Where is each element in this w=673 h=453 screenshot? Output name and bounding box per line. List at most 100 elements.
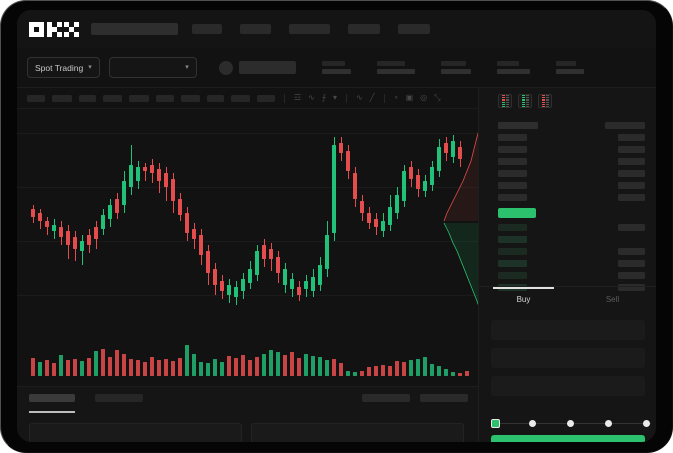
orders-tab-2[interactable] [95, 394, 143, 402]
toolbar-button-6[interactable] [156, 94, 174, 102]
orderbook-bid-row-price[interactable] [498, 248, 527, 255]
volume-bar [143, 362, 147, 376]
market-stat-3 [440, 61, 471, 74]
candle [136, 109, 140, 324]
toolbar-button-10[interactable] [257, 94, 275, 102]
stepper-node-3[interactable] [567, 419, 574, 427]
nav-link-3[interactable] [289, 24, 330, 34]
magnet-icon[interactable]: ∘ [393, 93, 399, 102]
candle [227, 109, 231, 324]
okx-logo[interactable] [29, 21, 79, 37]
toolbar-button-4[interactable] [103, 94, 122, 102]
candle [444, 109, 448, 324]
orderbook-ask-row-price[interactable] [498, 146, 527, 153]
candle [290, 109, 294, 324]
orderbook-mode-both[interactable] [498, 94, 512, 108]
orderbook-bid-row-price[interactable] [498, 272, 527, 279]
chevron-down-icon[interactable]: ▾ [333, 93, 338, 102]
orders-content-panel-2 [251, 423, 464, 442]
mode-swatch-left [501, 94, 505, 108]
amount-field[interactable] [491, 376, 645, 396]
toolbar-button-1[interactable] [27, 94, 45, 102]
candlestick-chart[interactable] [17, 109, 478, 324]
volume-bar [66, 360, 70, 376]
trading-pair-dropdown[interactable]: ▾ [108, 57, 197, 78]
nav-link-5[interactable] [398, 24, 430, 34]
volume-bar [38, 362, 42, 376]
orderbook-bid-row-price[interactable] [498, 224, 527, 231]
okx-logo-k [46, 21, 62, 37]
orderbook-sidebar: Buy Sell [478, 88, 656, 442]
amount-percent-stepper[interactable] [491, 418, 651, 428]
orderbook-list[interactable] [479, 114, 656, 304]
volume-bar [339, 363, 343, 376]
market-subheader: Spot Trading ▾ ▾ [17, 48, 656, 88]
indicator-icon[interactable]: ⨍ [321, 93, 327, 102]
search-input[interactable] [91, 23, 178, 35]
orderbook-ask-row-amount [618, 158, 645, 165]
candle [304, 109, 308, 324]
orderbook-ask-row-amount [618, 182, 645, 189]
orderbook-ask-row-price[interactable] [498, 182, 527, 189]
volume-bar [283, 355, 287, 376]
tab-buy[interactable]: Buy [479, 287, 568, 312]
line-chart-icon[interactable]: ∿ [308, 93, 315, 102]
nav-link-4[interactable] [348, 24, 380, 34]
volume-bar [220, 362, 224, 376]
orderbook-bid-row-price[interactable] [498, 260, 527, 267]
orderbook-bid-row-price[interactable] [498, 236, 527, 243]
candle [437, 109, 441, 324]
orders-tab-1[interactable] [29, 394, 75, 402]
candle [409, 109, 413, 324]
candle [248, 109, 252, 324]
order-type-field[interactable] [491, 320, 645, 340]
camera-icon[interactable]: ▣ [405, 93, 414, 102]
place-order-button[interactable] [491, 435, 645, 442]
nav-link-1[interactable] [192, 24, 222, 34]
orderbook-ask-row-price[interactable] [498, 134, 527, 141]
wave-icon[interactable]: ∿ [356, 93, 363, 102]
fullscreen-icon[interactable]: ⤡ [434, 93, 441, 102]
candle [185, 109, 189, 324]
candle [80, 109, 84, 324]
orderbook-ask-row-price[interactable] [498, 158, 527, 165]
stat-value [321, 69, 351, 74]
candle [318, 109, 322, 324]
settings-icon[interactable]: ◎ [420, 93, 428, 102]
price-field[interactable] [491, 348, 645, 368]
orderbook-mode-asks[interactable] [538, 94, 552, 108]
tab-sell[interactable]: Sell [568, 287, 656, 312]
orders-action-1[interactable] [362, 394, 410, 402]
candle [59, 109, 63, 324]
trading-mode-dropdown[interactable]: Spot Trading ▾ [27, 57, 100, 78]
toolbar-button-7[interactable] [181, 94, 200, 102]
orderbook-bid-row-amount [618, 284, 645, 291]
toolbar-button-2[interactable] [52, 94, 72, 102]
toolbar-button-8[interactable] [207, 94, 224, 102]
volume-bar [297, 358, 301, 376]
candle [332, 109, 336, 324]
nav-links [192, 24, 430, 34]
candle [395, 109, 399, 324]
toolbar-button-3[interactable] [79, 94, 96, 102]
orderbook-ask-row-price[interactable] [498, 122, 538, 129]
orderbook-mode-bids[interactable] [518, 94, 532, 108]
volume-bar [31, 358, 35, 376]
orders-action-2[interactable] [420, 394, 468, 402]
nav-link-2[interactable] [240, 24, 271, 34]
orderbook-bid-row-amount [618, 260, 645, 267]
chart-toolbar: ☲ ∿ ⨍ ▾ ∿ ╱ ∘ ▣ ◎ ⤡ [17, 88, 656, 109]
toolbar-button-5[interactable] [129, 94, 149, 102]
ruler-icon[interactable]: ╱ [369, 93, 375, 102]
orderbook-ask-row-price[interactable] [498, 170, 527, 177]
stepper-node-1[interactable] [491, 418, 500, 428]
stepper-node-4[interactable] [605, 419, 612, 427]
toolbar-button-9[interactable] [231, 94, 250, 102]
candle [164, 109, 168, 324]
orderbook-ask-row-price[interactable] [498, 194, 527, 201]
candle [234, 109, 238, 324]
candlestick-icon[interactable]: ☲ [294, 93, 302, 102]
stepper-node-2[interactable] [529, 419, 536, 427]
stepper-node-5[interactable] [643, 419, 650, 427]
